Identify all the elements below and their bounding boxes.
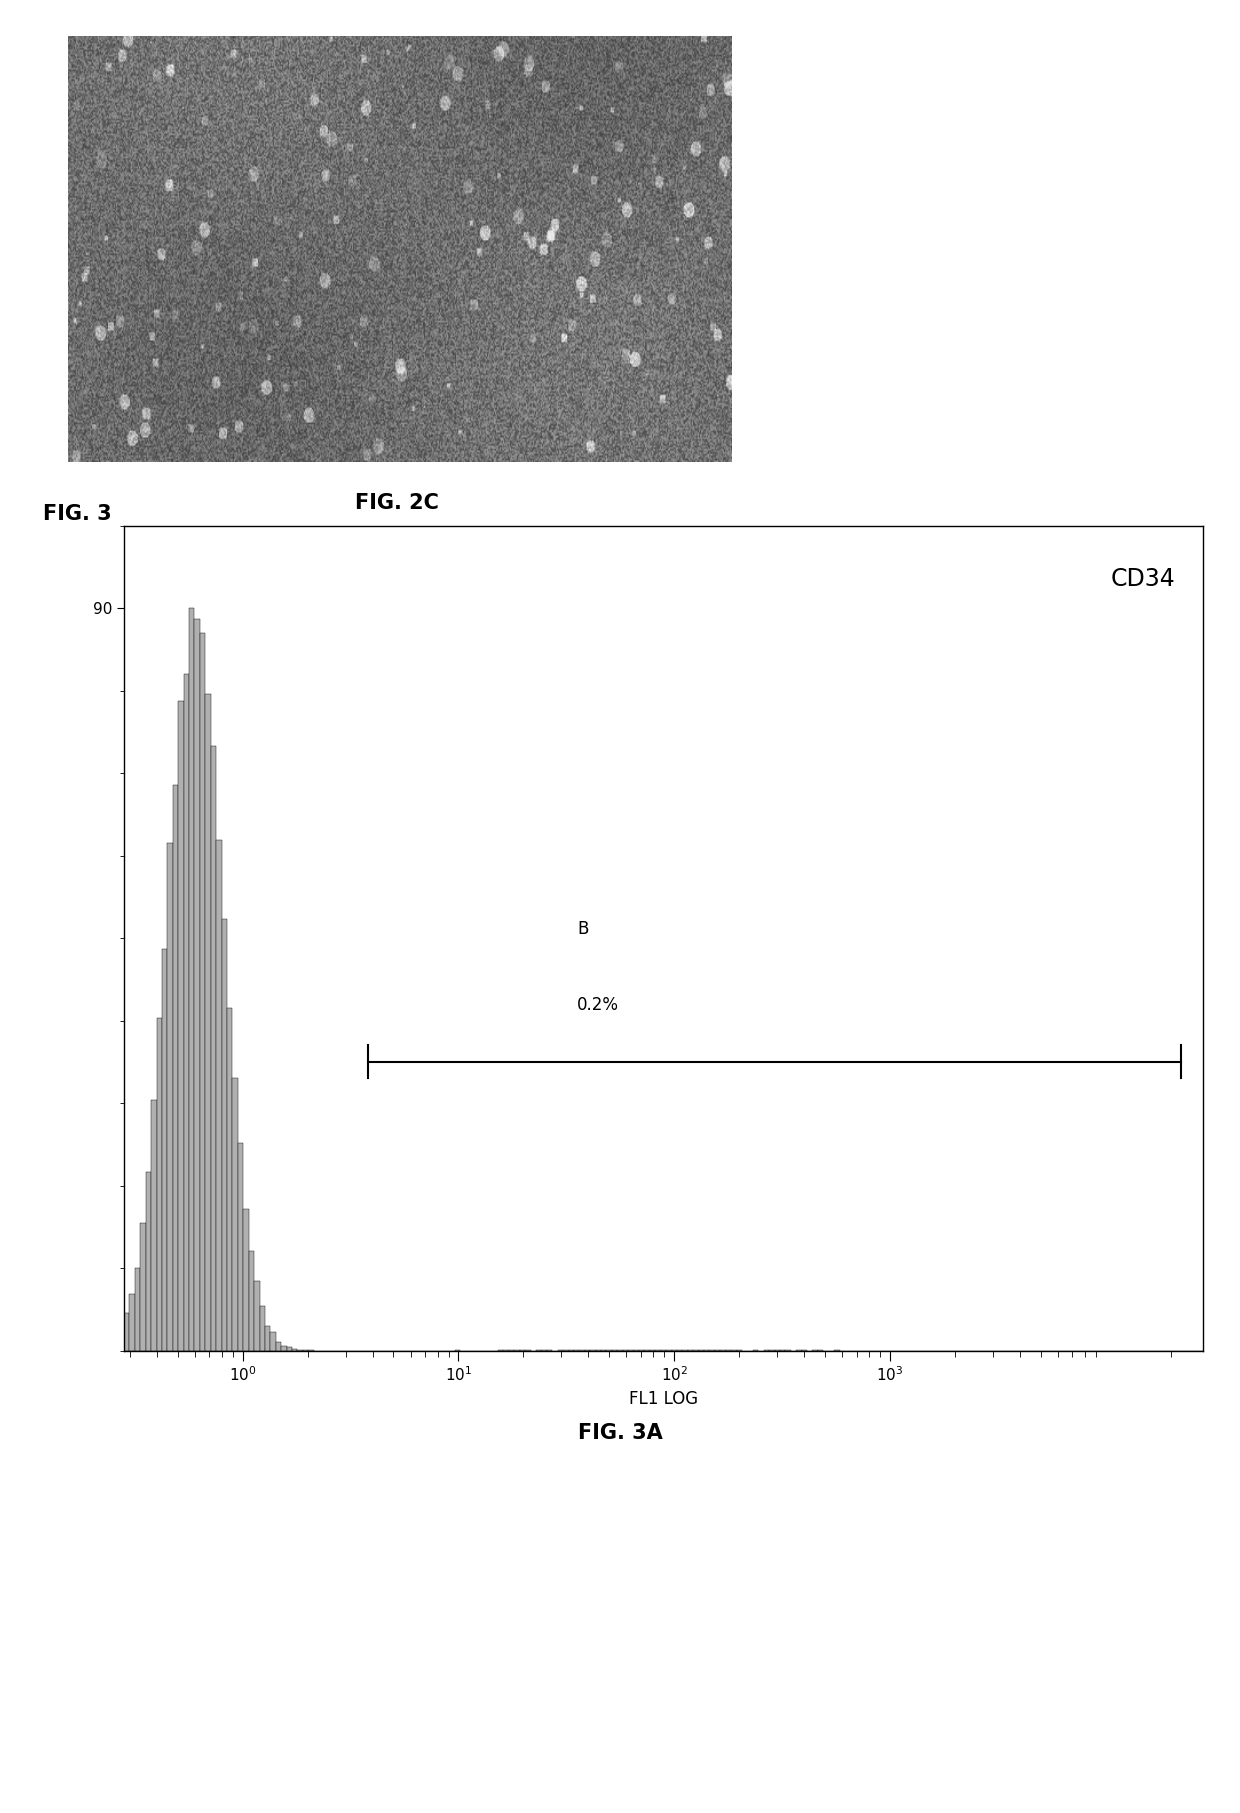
Bar: [172, 785, 179, 1351]
Bar: [216, 839, 222, 1351]
Bar: [167, 843, 172, 1351]
X-axis label: FL1 LOG: FL1 LOG: [629, 1389, 698, 1407]
Bar: [270, 1333, 275, 1351]
Bar: [195, 618, 200, 1351]
Bar: [254, 1280, 259, 1351]
Bar: [232, 1079, 238, 1351]
Text: FIG. 3A: FIG. 3A: [578, 1423, 662, 1443]
Bar: [129, 1294, 135, 1351]
Bar: [145, 1171, 151, 1351]
Bar: [286, 1347, 293, 1351]
Bar: [188, 609, 195, 1351]
Bar: [184, 674, 188, 1351]
Bar: [265, 1327, 270, 1351]
Bar: [124, 1313, 129, 1351]
Bar: [162, 948, 167, 1351]
Text: B: B: [577, 921, 589, 939]
Bar: [227, 1008, 232, 1351]
Bar: [156, 1019, 162, 1351]
Bar: [151, 1100, 156, 1351]
Bar: [222, 919, 227, 1351]
Bar: [259, 1305, 265, 1351]
Bar: [135, 1269, 140, 1351]
Bar: [281, 1345, 286, 1351]
Bar: [238, 1144, 243, 1351]
Bar: [211, 747, 216, 1351]
Bar: [140, 1224, 145, 1351]
Text: FIG. 3: FIG. 3: [43, 504, 112, 524]
Text: CD34: CD34: [1111, 567, 1176, 591]
Bar: [179, 702, 184, 1351]
Bar: [243, 1209, 249, 1351]
Bar: [200, 633, 206, 1351]
Bar: [275, 1342, 281, 1351]
Text: FIG. 2C: FIG. 2C: [355, 493, 439, 513]
Text: 0.2%: 0.2%: [577, 995, 619, 1013]
Bar: [249, 1251, 254, 1351]
Bar: [206, 694, 211, 1351]
